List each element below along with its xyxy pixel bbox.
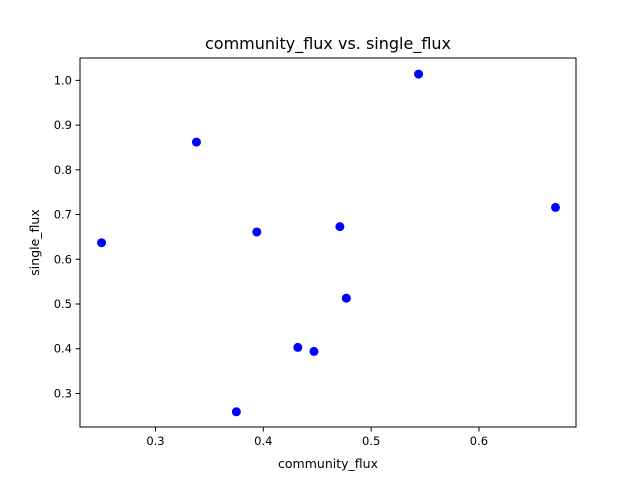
data-point bbox=[414, 69, 424, 79]
x-tick-label: 0.4 bbox=[254, 434, 272, 448]
x-axis-label: community_flux bbox=[278, 456, 378, 471]
y-tick-label: 0.9 bbox=[54, 118, 72, 132]
y-tick-label: 0.5 bbox=[54, 297, 72, 311]
y-tick-label: 0.7 bbox=[54, 208, 72, 222]
x-tick-label: 0.3 bbox=[146, 434, 164, 448]
y-tick-label: 0.6 bbox=[54, 252, 72, 266]
data-point bbox=[191, 137, 201, 147]
data-point bbox=[293, 342, 303, 352]
data-point bbox=[97, 238, 107, 248]
y-tick-label: 0.8 bbox=[54, 163, 72, 177]
y-tick-label: 0.4 bbox=[54, 342, 72, 356]
x-tick-label: 0.5 bbox=[362, 434, 380, 448]
data-point bbox=[551, 202, 561, 212]
data-point bbox=[252, 227, 262, 237]
x-tick-label: 0.6 bbox=[470, 434, 488, 448]
plot-area bbox=[79, 57, 577, 428]
data-point bbox=[309, 346, 319, 356]
data-point bbox=[341, 293, 351, 303]
data-point bbox=[335, 222, 345, 232]
y-axis-label: single_flux bbox=[27, 209, 42, 275]
y-tick-label: 0.3 bbox=[54, 386, 72, 400]
x-axis: 0.3 0.4 0.5 0.6 bbox=[146, 427, 488, 448]
data-points bbox=[97, 69, 561, 417]
chart-title: community_flux vs. single_flux bbox=[205, 34, 451, 54]
y-axis: 0.3 0.4 0.5 0.6 0.7 0.8 0.9 1.0 bbox=[54, 73, 80, 400]
data-point bbox=[231, 407, 241, 417]
y-tick-label: 1.0 bbox=[54, 73, 72, 87]
